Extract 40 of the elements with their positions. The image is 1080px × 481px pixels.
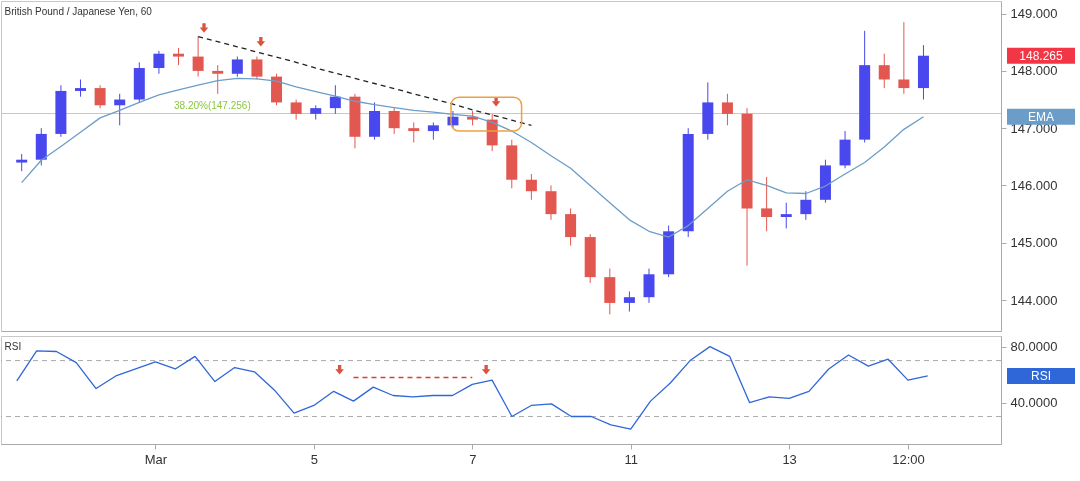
candlestick [565,207,577,247]
candlestick [800,190,812,221]
y-tick-label: 40.0000 [1010,395,1058,410]
candlestick [290,99,302,121]
y-tick-label: 80.0000 [1010,339,1058,355]
candlestick [212,64,224,95]
line-series [21,77,925,238]
candlestick [408,121,420,144]
ref-line-label: 38.20%(147.256) [174,99,251,111]
y-tick-label: 149.000 [1010,6,1058,22]
candlestick [780,202,792,229]
x-tick-label: 7 [469,451,477,467]
y-tick-label: 144.000 [1010,292,1058,308]
chart-title: RSI [4,341,22,352]
x-tick-label: Mar [144,451,168,467]
y-tick-label: 148.000 [1010,63,1058,79]
candlestick [192,36,204,78]
candlestick [525,173,537,201]
candlestick [643,268,655,304]
candlestick [251,56,263,80]
candlestick [231,56,243,78]
candlestick [545,184,557,221]
x-tick-label: 13 [782,451,797,467]
candlestick [94,84,106,109]
candlestick [721,93,733,126]
candlestick [623,290,635,313]
text: RSI [1030,368,1052,383]
x-tick-label: 5 [310,451,318,467]
y-tick-label: 145.000 [1010,235,1058,251]
x-tick-label: 11 [624,451,638,467]
candlestick [153,50,165,75]
y-tick-label: 146.000 [1010,177,1058,193]
chart-title: British Pound / Japanese Yen, 60 [4,6,153,17]
x-tick-label: 12:00 [892,451,925,467]
candlestick [388,107,400,135]
text: 148.265 [1019,48,1064,63]
candlestick [898,21,910,95]
candlestick [878,53,890,89]
candlestick [329,84,341,115]
candlestick [761,176,773,232]
